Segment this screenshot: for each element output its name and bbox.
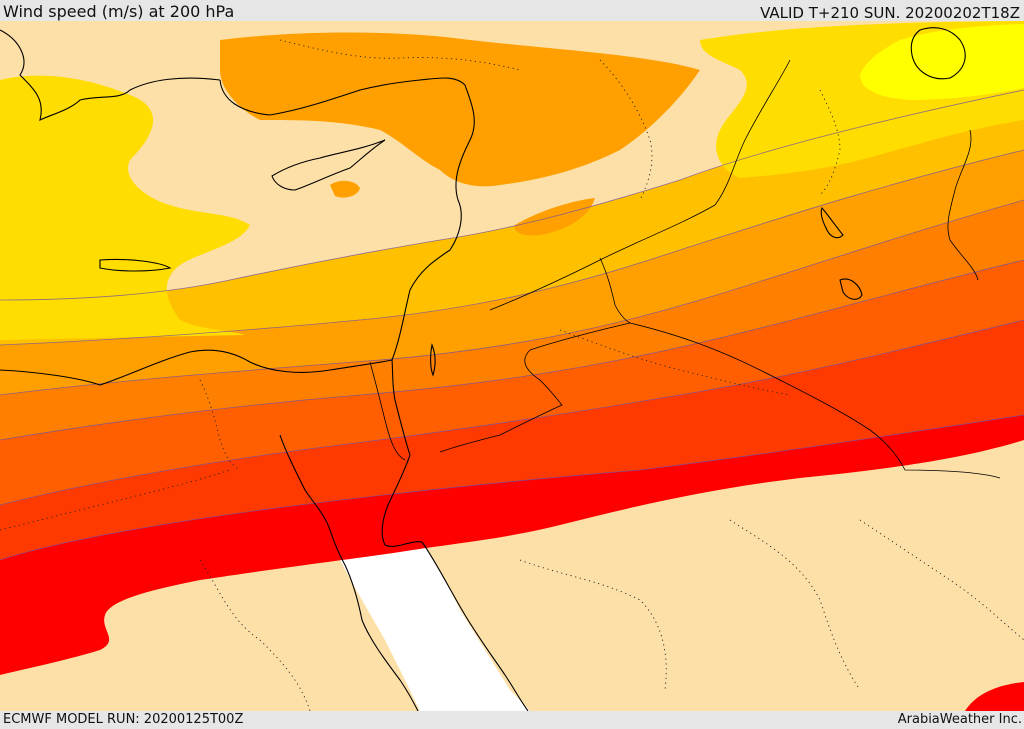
red-sea-area — [340, 542, 530, 711]
band-yellow-light — [860, 24, 1024, 100]
admin-line-1 — [519, 559, 667, 691]
coastline-turkey-west — [0, 29, 221, 122]
map-canvas — [0, 21, 1024, 711]
coastline-caspian — [910, 27, 966, 80]
contour-4 — [0, 199, 1024, 396]
coastline-lake-van — [820, 206, 844, 239]
coastline-red-sea-west — [279, 434, 419, 711]
footer-bar: ECMWF MODEL RUN: 20200125T00Z ArabiaWeat… — [0, 711, 1024, 729]
model-run-label: ECMWF MODEL RUN: 20200125T00Z — [3, 712, 244, 727]
border-syria-iraq — [489, 59, 791, 311]
map-title: Wind speed (m/s) at 200 hPa — [3, 2, 235, 21]
band-amber — [0, 150, 1024, 395]
border-jordan-saudi — [439, 257, 632, 453]
coastline-mediterranean-south — [0, 77, 475, 386]
contour-5 — [0, 149, 1024, 346]
border-egypt-israel — [369, 361, 406, 461]
band-red-corner — [965, 682, 1024, 711]
contour-6 — [0, 89, 1024, 301]
border-iraq-saudi — [629, 322, 1001, 479]
band-orange — [0, 200, 1024, 440]
coastline-red-sea-east — [381, 454, 529, 711]
valid-time-label: VALID T+210 SUN. 20200202T18Z — [760, 4, 1020, 22]
band-amber-north — [220, 32, 700, 187]
contour-3 — [0, 259, 1024, 441]
band-red-orange — [0, 320, 1024, 560]
coastline-crete — [99, 258, 172, 272]
band-dark-orange — [0, 260, 1024, 505]
border-iran-iraq — [947, 129, 979, 281]
band-amber-pocket — [330, 180, 360, 198]
coastline-cyprus — [271, 139, 386, 191]
header-bar: Wind speed (m/s) at 200 hPa VALID T+210 … — [0, 0, 1024, 22]
admin-line-10 — [199, 379, 241, 471]
contour-1 — [0, 414, 1024, 561]
coastline-lake-urmia — [839, 278, 863, 300]
admin-line-6 — [559, 329, 791, 396]
coastline-gulf-aqaba — [391, 359, 411, 456]
band-yellow-west — [0, 75, 250, 340]
band-red — [0, 415, 1024, 675]
band-amber-pocket-2 — [514, 198, 595, 236]
coastline-dead-sea — [430, 343, 436, 377]
wind-speed-map — [0, 21, 1024, 711]
admin-line-4 — [199, 559, 311, 711]
contour-2 — [0, 319, 1024, 506]
credit-label: ArabiaWeather Inc. — [897, 712, 1022, 727]
